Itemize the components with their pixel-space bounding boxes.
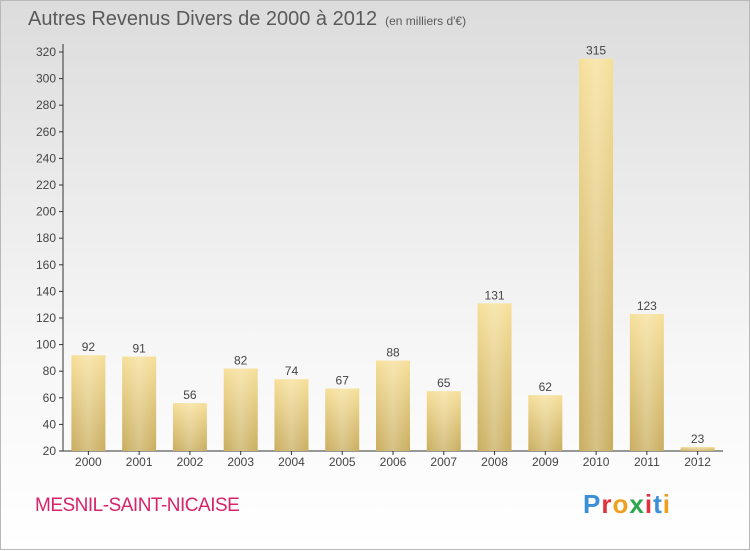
data-label: 65 [437,376,451,390]
data-label: 82 [234,354,248,368]
data-label: 315 [586,44,606,58]
data-label: 92 [82,340,96,354]
logo-letter: P [583,489,602,519]
y-tick-label: 240 [36,151,56,165]
y-tick-label: 260 [36,125,56,139]
y-tick-label: 120 [36,311,56,325]
y-tick-label: 100 [36,338,56,352]
bar-highlight [223,368,258,451]
bar-highlight [122,356,157,451]
bar-highlight [376,360,410,451]
data-label: 123 [637,299,657,313]
data-label: 62 [539,380,553,394]
bar-highlight [629,314,664,451]
x-tick-label: 2006 [380,455,407,469]
logo-letter: o [612,489,630,519]
logo-letter: r [601,489,613,519]
logo-letter: x [629,489,645,519]
y-tick-label: 160 [36,258,56,272]
bar-highlight [325,388,360,451]
bar-highlight [579,58,614,452]
data-label: 67 [336,373,350,387]
data-label: 23 [691,432,705,446]
bar-highlight [477,303,512,451]
bar-highlight [71,355,106,451]
y-tick-label: 220 [36,178,56,192]
data-label: 74 [285,364,299,378]
proxiti-logo: Proxiti [583,489,671,520]
bar-highlight [274,379,309,451]
logo-letter: t [653,489,663,519]
x-tick-label: 2000 [75,455,102,469]
y-tick-label: 320 [36,45,56,59]
x-tick-label: 2008 [481,455,508,469]
logo-letter: i [644,489,654,519]
data-label: 56 [183,388,197,402]
y-tick-label: 140 [36,284,56,298]
data-label: 88 [386,346,400,360]
y-tick-label: 180 [36,231,56,245]
y-tick-label: 200 [36,205,56,219]
x-tick-label: 2010 [583,455,610,469]
y-tick-label: 300 [36,72,56,86]
x-tick-label: 2002 [177,455,204,469]
chart-title: Autres Revenus Divers de 2000 à 2012 (en … [28,8,466,31]
data-label: 91 [132,342,146,356]
logo-letter: i [662,489,671,519]
x-tick-label: 2011 [634,455,660,469]
chart-title-text: Autres Revenus Divers de 2000 à 2012 [28,8,378,30]
bar-highlight [426,391,461,451]
y-tick-label: 40 [43,417,57,431]
place-name: MESNIL-SAINT-NICAISE [35,495,240,516]
y-tick-label: 80 [43,364,57,378]
x-tick-label: 2004 [278,455,305,469]
data-label: 131 [485,288,505,302]
x-tick-label: 2001 [126,455,153,469]
chart-unit: (en milliers d'€) [385,14,467,28]
bar-highlight [172,403,207,451]
x-tick-label: 2009 [532,455,559,469]
y-tick-label: 60 [43,391,57,405]
x-tick-label: 2012 [684,455,711,469]
y-tick-label: 20 [43,444,57,458]
bar-highlight [680,447,715,451]
x-tick-label: 2003 [227,455,254,469]
x-tick-label: 2007 [430,455,457,469]
x-tick-label: 2005 [329,455,356,469]
y-tick-label: 280 [36,98,56,112]
bar-highlight [528,395,563,451]
